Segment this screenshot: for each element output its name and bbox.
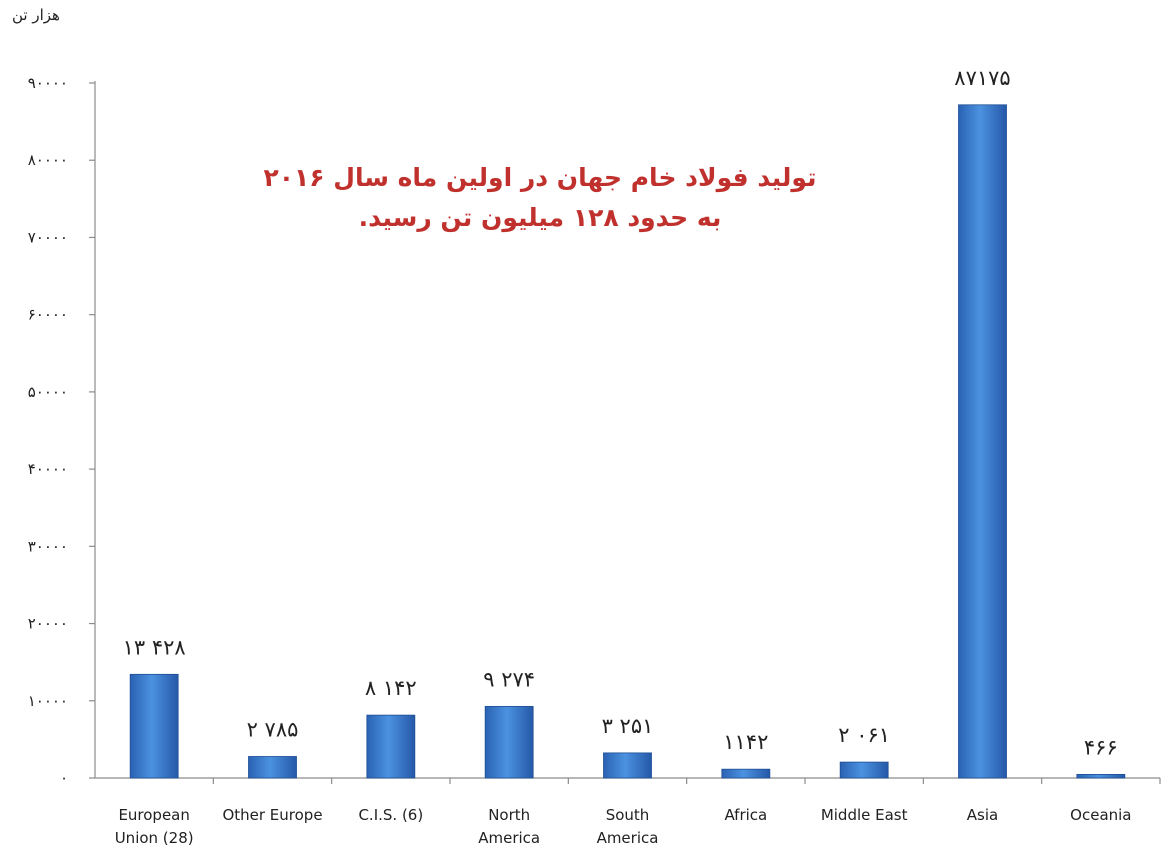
bar	[839, 761, 889, 779]
annotation-line-2: به حدود ۱۲۸ میلیون تن رسید.	[358, 203, 722, 232]
x-tick-label: North	[488, 806, 530, 824]
annotation-line-1: تولید فولاد خام جهان در اولین ماه سال ۲۰…	[263, 163, 817, 192]
data-label: ۸۷۱۷۵	[954, 66, 1010, 90]
y-tick-label: ۶۰۰۰۰	[28, 306, 68, 324]
x-tick-label: C.I.S. (6)	[358, 806, 423, 824]
data-label: ۴۶۶	[1084, 735, 1118, 759]
y-tick-label: ۷۰۰۰۰	[28, 228, 68, 246]
data-label: ۳ ۲۵۱	[602, 714, 654, 738]
x-tick-label: Oceania	[1070, 806, 1131, 824]
bar	[1076, 774, 1126, 779]
y-tick-label: ۴۰۰۰۰	[28, 460, 68, 478]
data-label: ۱۱۴۲	[723, 730, 768, 754]
y-tick-label: ۱۰۰۰۰	[28, 692, 68, 710]
bar	[366, 714, 416, 779]
y-tick-label: ۵۰۰۰۰	[28, 383, 68, 401]
chart-annotation: تولید فولاد خام جهان در اولین ماه سال ۲۰…	[240, 158, 840, 238]
x-tick-label: America	[597, 829, 659, 847]
bar	[721, 768, 771, 779]
y-axis-unit-label: هزار تن	[12, 6, 60, 24]
x-tick-label: Union (28)	[115, 829, 194, 847]
y-tick-label: ۲۰۰۰۰	[28, 615, 68, 633]
y-tick-label: ۳۰۰۰۰	[28, 537, 68, 555]
data-label: ۲ ۷۸۵	[247, 717, 299, 741]
bar	[129, 673, 179, 779]
y-tick-label: ۹۰۰۰۰	[28, 74, 68, 92]
x-tick-label: Middle East	[821, 806, 908, 824]
x-tick-label: America	[478, 829, 540, 847]
bar	[603, 752, 652, 779]
data-label: ۸ ۱۴۲	[365, 676, 417, 700]
y-tick-label: ۰	[60, 769, 68, 787]
data-label: ۱۳ ۴۲۸	[123, 635, 186, 659]
x-tick-label: Other Europe	[222, 806, 322, 824]
x-tick-label: European	[118, 806, 189, 824]
x-tick-label: South	[606, 806, 650, 824]
x-tick-label: Africa	[724, 806, 767, 824]
y-tick-label: ۸۰۰۰۰	[28, 151, 68, 169]
bar	[484, 705, 534, 779]
x-tick-label: Asia	[967, 806, 998, 824]
bar	[248, 756, 297, 779]
data-label: ۲ ۰۶۱	[838, 723, 890, 747]
bar	[958, 104, 1007, 779]
data-label: ۹ ۲۷۴	[483, 667, 535, 691]
